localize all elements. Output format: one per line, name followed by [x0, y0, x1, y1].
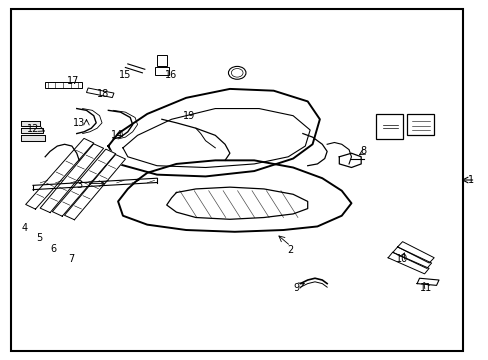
Text: 4: 4 — [21, 223, 27, 233]
Text: 14: 14 — [110, 130, 122, 140]
Text: 17: 17 — [67, 76, 80, 86]
Polygon shape — [52, 149, 116, 216]
Text: 10: 10 — [396, 254, 408, 264]
Text: 9: 9 — [293, 283, 299, 293]
Polygon shape — [40, 144, 103, 213]
Text: 16: 16 — [164, 70, 176, 80]
Bar — [154, 67, 169, 75]
Polygon shape — [397, 242, 433, 263]
Text: 18: 18 — [97, 89, 109, 99]
Polygon shape — [21, 128, 42, 133]
Text: 1: 1 — [467, 175, 473, 185]
Text: 19: 19 — [182, 111, 194, 121]
Bar — [86, 88, 114, 98]
Polygon shape — [21, 121, 40, 126]
Text: 8: 8 — [360, 146, 366, 156]
Text: 11: 11 — [419, 283, 431, 293]
Text: 3: 3 — [76, 180, 82, 190]
Bar — [407, 114, 433, 135]
Polygon shape — [392, 247, 431, 269]
Text: 13: 13 — [73, 118, 85, 128]
Bar — [375, 114, 402, 139]
Circle shape — [228, 66, 245, 79]
Text: 15: 15 — [119, 70, 131, 80]
Polygon shape — [387, 252, 428, 274]
Text: 6: 6 — [50, 244, 56, 253]
Text: 5: 5 — [36, 233, 42, 243]
Circle shape — [231, 68, 243, 77]
Text: 2: 2 — [287, 245, 293, 255]
Bar — [45, 82, 81, 88]
Text: 7: 7 — [68, 254, 74, 264]
Bar — [157, 55, 166, 66]
Polygon shape — [25, 138, 94, 209]
Polygon shape — [64, 154, 125, 220]
Polygon shape — [21, 135, 45, 141]
Text: 12: 12 — [27, 124, 39, 134]
